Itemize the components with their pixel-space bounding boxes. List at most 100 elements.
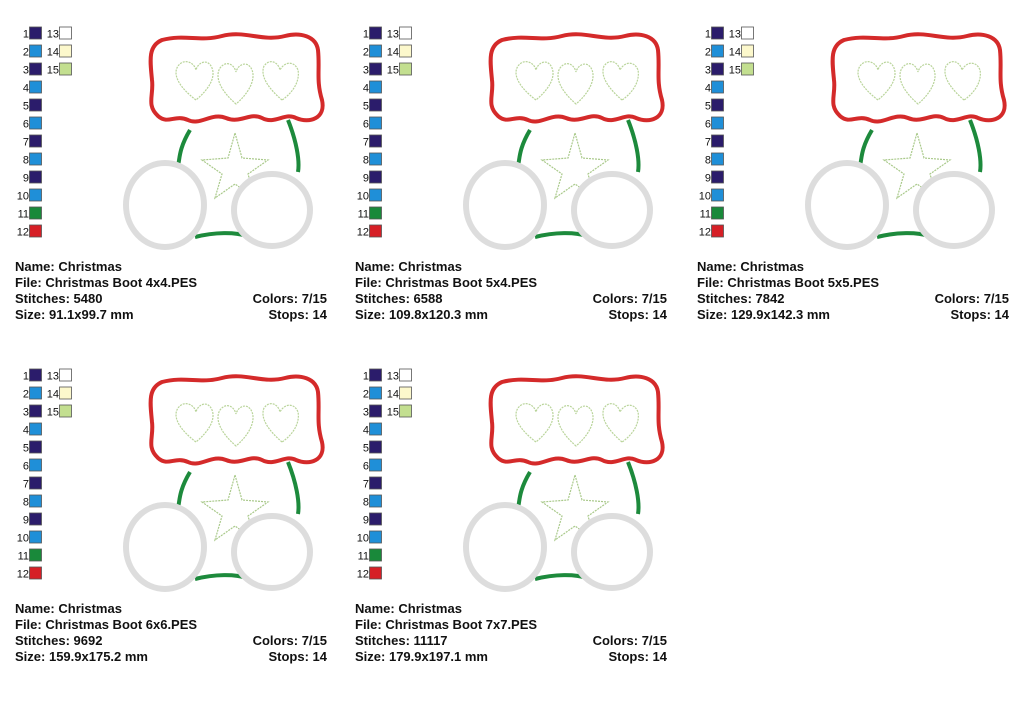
size-field: Size: 179.9x197.1 mm — [355, 649, 488, 664]
thread-number: 8 — [23, 497, 29, 509]
thread-swatch — [741, 62, 754, 76]
file-field: File: Christmas Boot 5x5.PES — [697, 275, 879, 290]
thread-number: 4 — [705, 83, 711, 95]
thread-number: 6 — [363, 119, 369, 131]
thread-swatch — [29, 224, 42, 238]
thread-swatch — [711, 206, 724, 220]
thread-swatch — [369, 422, 382, 436]
stitches-value: 5480 — [74, 291, 103, 306]
thread-number: 7 — [363, 137, 369, 149]
thread-number: 8 — [363, 155, 369, 167]
file-value: Christmas Boot 4x4.PES — [45, 275, 197, 290]
thread-swatch — [29, 458, 42, 472]
thread-swatch — [711, 44, 724, 58]
file-value: Christmas Boot 7x7.PES — [385, 617, 537, 632]
file-label: File: — [15, 617, 42, 632]
size-field: Size: 129.9x142.3 mm — [697, 307, 830, 322]
thread-swatch — [369, 512, 382, 526]
size-label: Size: — [355, 307, 385, 322]
stitches-label: Stitches: — [15, 633, 70, 648]
name-value: Christmas — [58, 259, 122, 274]
thread-number: 3 — [363, 65, 369, 77]
thread-number: 14 — [47, 389, 59, 401]
thread-number: 7 — [363, 479, 369, 491]
stops-value: 14 — [995, 307, 1010, 322]
colors-label: Colors: — [593, 291, 639, 306]
thread-swatch — [369, 62, 382, 76]
thread-swatch — [399, 62, 412, 76]
stops-field: Stops: 14 — [950, 307, 1009, 322]
size-value: 109.8x120.3 mm — [389, 307, 488, 322]
thread-swatch — [59, 44, 72, 58]
colors-field: Colors: 7/15 — [253, 291, 327, 306]
thread-swatch — [369, 566, 382, 580]
thread-number: 12 — [357, 227, 369, 239]
thread-swatch — [741, 26, 754, 40]
thread-number: 7 — [23, 479, 29, 491]
thread-swatch — [399, 386, 412, 400]
file-label: File: — [15, 275, 42, 290]
name-field: Name: Christmas — [697, 259, 804, 274]
thread-swatch — [29, 548, 42, 562]
stitches-field: Stitches: 7842 — [697, 291, 784, 306]
thread-swatch — [741, 44, 754, 58]
stops-label: Stops: — [950, 307, 990, 322]
colors-field: Colors: 7/15 — [253, 633, 327, 648]
size-value: 91.1x99.7 mm — [49, 307, 134, 322]
thread-number: 11 — [18, 551, 29, 563]
size-label: Size: — [355, 649, 385, 664]
thread-number: 5 — [23, 443, 29, 455]
stops-field: Stops: 14 — [268, 307, 327, 322]
thread-swatch — [29, 530, 42, 544]
thread-number: 6 — [363, 461, 369, 473]
stitches-field: Stitches: 6588 — [355, 291, 442, 306]
thread-number: 4 — [363, 425, 369, 437]
thread-swatch — [59, 386, 72, 400]
stitches-value: 7842 — [756, 291, 785, 306]
thread-number: 14 — [729, 47, 741, 59]
file-field: File: Christmas Boot 7x7.PES — [355, 617, 537, 632]
colors-field: Colors: 7/15 — [593, 633, 667, 648]
thread-number: 13 — [387, 29, 399, 41]
thread-number: 7 — [705, 137, 711, 149]
stitches-field: Stitches: 9692 — [15, 633, 102, 648]
name-field: Name: Christmas — [355, 259, 462, 274]
thread-number: 2 — [363, 389, 369, 401]
colors-value: 7/15 — [984, 291, 1009, 306]
thread-swatch — [399, 26, 412, 40]
thread-number: 9 — [363, 515, 369, 527]
thread-swatch — [369, 26, 382, 40]
stops-value: 14 — [313, 649, 328, 664]
thread-number: 15 — [387, 65, 399, 77]
thread-swatch — [369, 440, 382, 454]
thread-swatch — [59, 26, 72, 40]
thread-number: 11 — [358, 209, 369, 221]
boot-preview — [466, 376, 663, 589]
thread-number: 10 — [357, 533, 369, 545]
name-label: Name: — [355, 259, 395, 274]
thread-number: 8 — [23, 155, 29, 167]
thread-swatch — [29, 512, 42, 526]
thread-number: 1 — [363, 29, 369, 41]
thread-swatch — [711, 152, 724, 166]
thread-swatch — [29, 26, 42, 40]
stitches-field: Stitches: 11117 — [355, 633, 448, 648]
thread-swatch — [29, 80, 42, 94]
thread-swatch — [29, 476, 42, 490]
thread-swatch — [29, 152, 42, 166]
thread-swatch — [29, 404, 42, 418]
name-label: Name: — [15, 259, 55, 274]
thread-number: 13 — [47, 371, 59, 383]
thread-number: 10 — [17, 533, 29, 545]
stitches-value: 9692 — [74, 633, 103, 648]
thread-swatch — [369, 494, 382, 508]
thread-swatch — [29, 170, 42, 184]
thread-number: 15 — [47, 65, 59, 77]
size-field: Size: 109.8x120.3 mm — [355, 307, 488, 322]
thread-swatch — [29, 62, 42, 76]
colors-label: Colors: — [593, 633, 639, 648]
thread-number: 3 — [23, 65, 29, 77]
thread-number: 15 — [729, 65, 741, 77]
